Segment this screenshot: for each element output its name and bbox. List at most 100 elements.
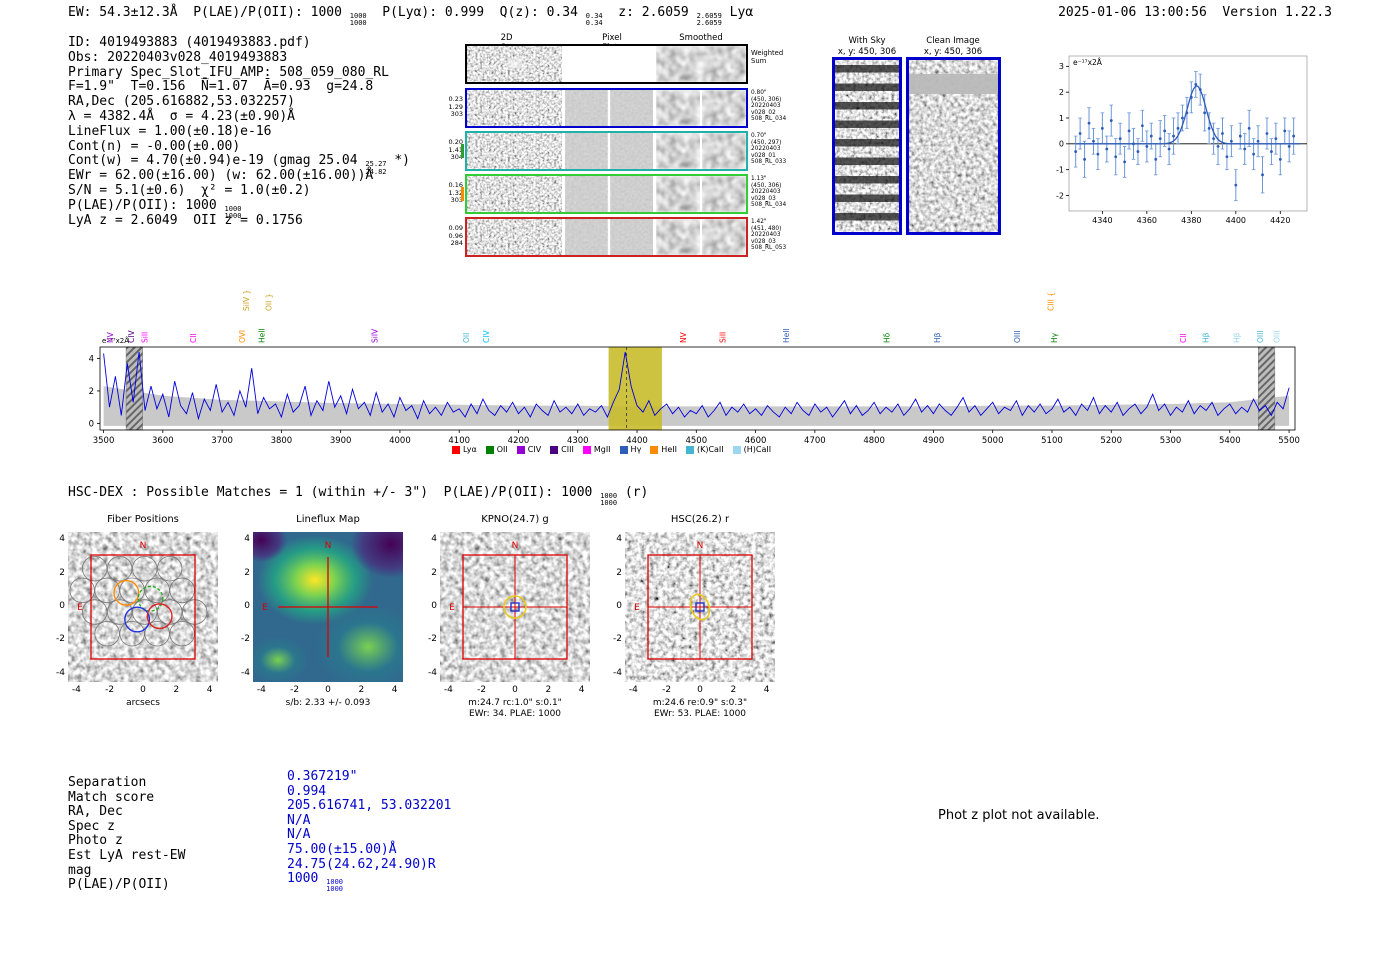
highlighted-fiber-circle <box>113 579 140 606</box>
emission-line-label: SiII <box>141 332 150 343</box>
fiber-circle <box>144 577 170 604</box>
extraction-box <box>462 554 568 660</box>
match-field-value: 0.367219" <box>287 769 358 784</box>
x-tick-label: 0 <box>325 685 331 695</box>
fiber-circle <box>69 577 95 604</box>
match-field-value: 24.75(24.62,24.90)R <box>287 856 436 872</box>
match-field-key: Est LyA rest-EW <box>68 848 186 863</box>
cutout-title: HSC(26.2) r <box>670 514 730 525</box>
x-tick-label: 4300 <box>567 436 589 446</box>
pixel-flat-cutout <box>565 46 653 82</box>
x-tick-label: 4700 <box>804 436 826 446</box>
legend-label: HeII <box>661 445 677 454</box>
data-point <box>1176 126 1180 130</box>
legend-label: Hγ <box>630 445 642 454</box>
hsc-r-image: N E <box>625 532 775 682</box>
y-tick-label: 0 <box>616 601 622 611</box>
emission-line-label: SiII <box>718 332 727 343</box>
fiber-circle <box>144 620 170 647</box>
x-tick-label: 2 <box>358 685 365 695</box>
spec2d-cutout <box>467 176 562 212</box>
emission-line-label: OII <box>462 333 471 343</box>
legend-swatch <box>650 445 659 454</box>
x-tick-label: -4 <box>71 685 81 695</box>
pixel-flat-cutout <box>565 90 653 126</box>
data-point <box>1163 129 1167 133</box>
legend-label: (H)CaII <box>743 445 772 454</box>
full-spectrum-plot: 3500 3600 3700 3800 3900 4000 4100 4200 4300 4400… <box>89 290 1300 446</box>
fiber-detail-labels: Weighted Sum <box>751 49 784 65</box>
timestamp-version: 2025-01-06 13:00:56 Version 1.22.3 <box>1058 5 1332 20</box>
compass-north-label: N <box>140 541 147 551</box>
y-tick-label: 4 <box>616 534 622 545</box>
data-point <box>1127 129 1131 133</box>
sky-fiber-stripe <box>835 213 899 221</box>
cutout-title: Fiber Positions <box>107 514 179 525</box>
info-line: ID: 4019493883 (4019493883.pdf) <box>68 35 311 50</box>
legend-swatch <box>732 445 741 454</box>
clean-image-svg <box>909 60 998 232</box>
legend-item: MgII <box>582 445 611 454</box>
info-line: Cont(n) = -0.00(±0.00) <box>68 138 241 154</box>
emission-line-label: OIII <box>1013 330 1022 343</box>
x-tick-label: 5400 <box>1219 436 1241 446</box>
data-point <box>1083 157 1086 161</box>
data-point <box>1105 147 1109 151</box>
x-tick-label: 2 <box>730 685 737 695</box>
y-tick-label: -2 <box>1056 191 1064 200</box>
emission-line-label: Hβ <box>1202 332 1211 343</box>
compass-east-label: E <box>449 603 455 613</box>
fraction-stack: 25.27 24.82 <box>365 160 387 176</box>
spec2d-row <box>465 44 748 84</box>
data-point <box>1256 139 1260 143</box>
cutout-caption: m:24.7 rc:1.0" s:0.1" <box>468 698 562 708</box>
clean-image-title: Clean Image x, y: 450, 306 <box>898 36 1008 57</box>
fiber-weight-labels: 0.23 1.29 303 <box>448 95 463 119</box>
masked-region <box>1257 346 1276 431</box>
info-line: P(LAE)/P(OII): 1000 1000 1000 <box>68 197 242 220</box>
emission-line-label: CIII { <box>1046 292 1055 311</box>
cutout-title: KPNO(24.7) g <box>481 514 549 525</box>
amp-accent-bar <box>461 187 464 201</box>
x-tick-label: 4900 <box>923 436 945 446</box>
legend-label: CIII <box>561 445 574 454</box>
legend-swatch <box>550 445 559 454</box>
match-field-value: 75.00(±15.00)Å <box>287 842 397 857</box>
sky-fiber-stripe <box>835 65 899 73</box>
spec2d-cutout <box>467 219 562 255</box>
x-tick-label: 4340 <box>1092 216 1112 225</box>
x-tick-label: 4400 <box>626 436 648 446</box>
info-line: Cont(w) = 4.70(±0.94)e-19 (gmag 25.04 25… <box>68 153 410 176</box>
data-point <box>1141 124 1144 128</box>
data-point <box>1238 134 1242 138</box>
x-tick-label: 5200 <box>1100 436 1122 446</box>
sky-fiber-stripe <box>835 157 899 165</box>
spec2d-row <box>465 174 748 214</box>
clean-image-title-text: Clean Image <box>926 36 980 46</box>
cutout-fiber-positions: Fiber Positions N E -4 -4 -2 -2 0 0 2 2 4 4 arcsec… <box>48 508 238 733</box>
data-point <box>1158 137 1162 141</box>
emission-line-label: Hδ <box>883 332 892 343</box>
extraction-box <box>90 554 196 660</box>
fraction-stack: 0.34 0.34 <box>585 12 603 28</box>
spectrum-trace <box>103 351 1290 421</box>
data-point <box>1100 126 1104 130</box>
amp-accent-bar <box>461 144 464 158</box>
fiber-circle <box>131 555 158 582</box>
x-tick-label: -4 <box>628 685 638 695</box>
x-tick-label: 3700 <box>211 436 233 446</box>
data-point <box>1216 145 1220 148</box>
data-point <box>1154 157 1158 161</box>
cutout-hsc-r: HSC(26.2) r N E -4 -4 -2 -2 0 0 2 2 4 4 m:24.6 re:… <box>605 508 795 733</box>
data-point <box>1225 155 1229 159</box>
y-tick-label: 2 <box>616 567 622 578</box>
data-point <box>1087 121 1091 125</box>
y-tick-label: 1 <box>1059 114 1064 123</box>
emission-line-label: HeII <box>782 328 791 343</box>
info-line: S/N = 5.1(±0.6) χ² = 1.0(±0.2) <box>68 182 311 198</box>
match-field-value: 0.994 <box>287 783 327 799</box>
x-tick-label: 3500 <box>93 436 115 446</box>
legend-item: OII <box>485 445 508 454</box>
y-tick-label: -4 <box>613 667 622 678</box>
info-line: λ = 4382.4Å σ = 4.23(±0.90)Å <box>68 108 295 124</box>
